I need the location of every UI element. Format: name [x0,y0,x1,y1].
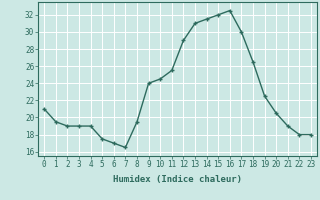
X-axis label: Humidex (Indice chaleur): Humidex (Indice chaleur) [113,175,242,184]
